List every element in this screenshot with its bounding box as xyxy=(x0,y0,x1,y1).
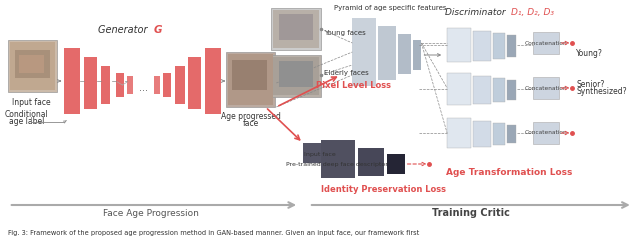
Bar xyxy=(279,14,313,40)
Text: Discriminator: Discriminator xyxy=(445,7,508,16)
Bar xyxy=(10,42,55,90)
Text: Identity Preservation Loss: Identity Preservation Loss xyxy=(321,185,445,194)
Bar xyxy=(84,57,97,109)
Bar xyxy=(232,60,268,90)
Text: Concatenation: Concatenation xyxy=(525,130,567,136)
Bar xyxy=(19,55,44,73)
Text: face: face xyxy=(243,119,259,128)
Text: Age Transformation Loss: Age Transformation Loss xyxy=(446,168,573,177)
Bar xyxy=(447,28,471,62)
Bar xyxy=(358,148,384,176)
Bar xyxy=(64,48,80,114)
Bar xyxy=(473,121,490,147)
Text: Input face: Input face xyxy=(12,98,51,107)
Bar xyxy=(273,57,319,95)
Text: Concatenation: Concatenation xyxy=(525,40,567,45)
Bar xyxy=(226,52,275,107)
Bar xyxy=(271,55,321,97)
Bar xyxy=(321,140,355,178)
Bar xyxy=(188,57,202,109)
Text: Young faces: Young faces xyxy=(324,30,365,36)
Bar xyxy=(493,123,506,145)
Bar xyxy=(493,78,506,102)
Text: Generator: Generator xyxy=(99,25,151,35)
Bar xyxy=(508,35,516,57)
Bar xyxy=(493,33,506,59)
Bar xyxy=(508,125,516,143)
Text: D₁, D₂, D₃: D₁, D₂, D₃ xyxy=(511,7,554,16)
Bar xyxy=(447,73,471,105)
Bar xyxy=(116,73,124,97)
Bar xyxy=(8,40,57,92)
Text: Conditional: Conditional xyxy=(4,110,49,119)
Bar xyxy=(387,154,404,174)
Bar xyxy=(533,32,559,54)
Bar xyxy=(397,34,411,74)
Bar xyxy=(154,76,160,94)
Text: Fig. 3: Framework of the proposed age progression method in GAN-based manner. Gi: Fig. 3: Framework of the proposed age pr… xyxy=(8,230,419,236)
Bar xyxy=(127,76,133,94)
Text: G: G xyxy=(154,25,163,35)
Bar xyxy=(508,80,516,100)
Text: Young?: Young? xyxy=(577,49,604,58)
Bar xyxy=(473,31,490,61)
Bar xyxy=(413,40,421,70)
Text: Face Age Progression: Face Age Progression xyxy=(103,208,199,217)
Bar xyxy=(205,48,221,114)
Bar xyxy=(15,50,50,78)
Text: Synthesized?: Synthesized? xyxy=(577,87,627,96)
Bar xyxy=(447,118,471,148)
Text: Pyramid of age specific features: Pyramid of age specific features xyxy=(333,5,446,11)
Text: Concatenation: Concatenation xyxy=(525,86,567,91)
Bar xyxy=(273,10,319,48)
Text: Age progressed: Age progressed xyxy=(221,112,280,121)
Text: ...: ... xyxy=(138,83,148,93)
Bar xyxy=(533,122,559,144)
Text: age label: age label xyxy=(9,117,44,126)
Text: Pre-trained deep face descriptor: Pre-trained deep face descriptor xyxy=(286,162,388,167)
Text: Elderly faces: Elderly faces xyxy=(324,70,369,76)
Text: Input face: Input face xyxy=(304,152,336,157)
Bar xyxy=(100,66,111,104)
Bar xyxy=(175,66,184,104)
Text: Training Critic: Training Critic xyxy=(432,208,509,218)
Bar xyxy=(279,61,313,87)
Text: Pixel Level Loss: Pixel Level Loss xyxy=(316,81,391,89)
Bar xyxy=(303,143,321,163)
Bar xyxy=(473,76,490,104)
Bar xyxy=(353,18,376,86)
Bar xyxy=(533,77,559,99)
Bar xyxy=(378,26,396,80)
Bar xyxy=(163,73,171,97)
Text: Senior?: Senior? xyxy=(577,80,605,88)
Bar xyxy=(228,54,273,105)
Bar xyxy=(271,8,321,50)
